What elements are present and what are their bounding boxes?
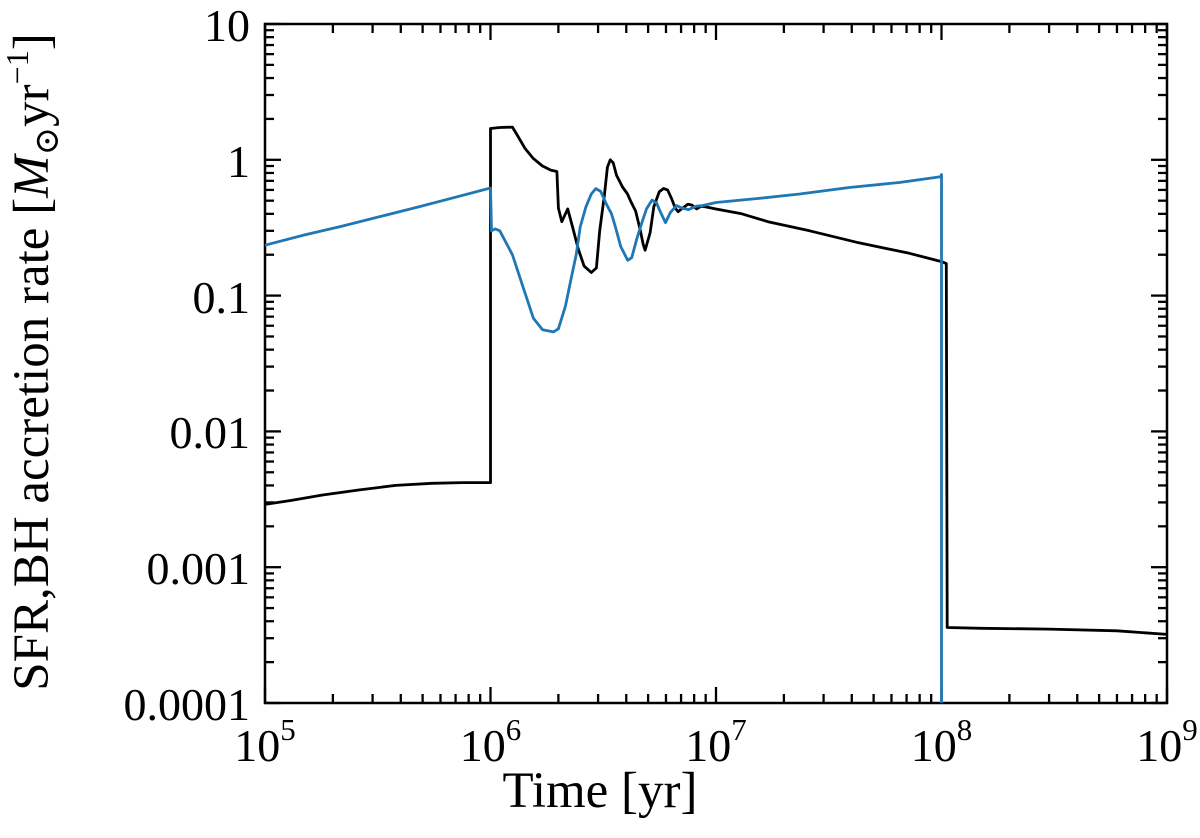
series-line-sfr xyxy=(264,125,1168,636)
y-tick-label: 1 xyxy=(227,135,250,187)
x-tick-label: 107 xyxy=(685,712,747,771)
y-axis-unit: yr xyxy=(4,84,60,127)
y-tick-label: 0.0001 xyxy=(123,679,251,730)
y-tick-label: 0.01 xyxy=(169,407,251,459)
x-tick-label: 106 xyxy=(459,712,522,771)
x-tick-label: 105 xyxy=(234,712,296,771)
y-tick-label: 0.1 xyxy=(192,271,251,323)
x-tick-label: 108 xyxy=(910,712,973,771)
axes-frame xyxy=(263,22,1169,705)
x-axis-label: Time [yr] xyxy=(502,763,698,819)
x-tick-label: 109 xyxy=(1136,712,1198,771)
y-axis-unit-exponent: −1 xyxy=(0,50,35,85)
y-tick-label: 10 xyxy=(204,0,250,51)
y-tick-label: 0.001 xyxy=(146,543,251,595)
series-line-bh-accretion-rate xyxy=(264,173,943,703)
